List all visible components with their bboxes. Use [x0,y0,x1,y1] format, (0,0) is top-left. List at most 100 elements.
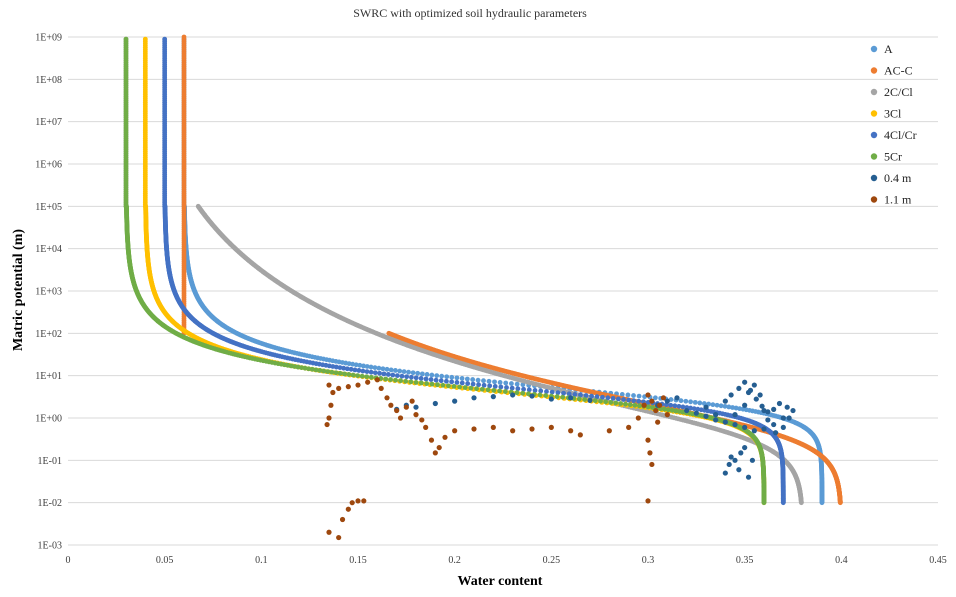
data-point [722,398,728,404]
y-tick-label: 1E+09 [35,33,62,44]
data-point [408,379,414,385]
data-point [384,395,390,401]
data-point [444,378,449,384]
x-tick-label: 0 [66,555,71,566]
data-point [572,391,578,397]
data-point [662,406,667,412]
data-point [674,395,680,401]
data-point [627,402,633,408]
data-point [346,372,352,377]
data-point [566,391,572,397]
data-point [652,395,658,401]
data-point [819,500,825,506]
data-point [600,394,605,400]
data-point [544,389,549,394]
data-point [773,430,779,436]
data-point [368,364,374,370]
data-point [424,381,430,386]
data-point [548,396,554,402]
data-point [459,380,465,386]
data-point [368,369,374,375]
data-point [780,500,786,506]
data-point [504,385,509,390]
data-point [619,391,625,397]
data-point [398,378,403,384]
chart-title: SWRC with optimized soil hydraulic param… [353,6,587,20]
data-point [372,370,378,376]
data-point [429,372,435,378]
data-point [532,388,538,393]
data-point [626,397,632,403]
data-point [728,454,734,460]
data-point [537,392,543,398]
data-point [771,406,777,412]
data-point [713,417,719,423]
data-point [515,386,521,392]
x-tick-labels: 0 0.05 0.1 0.15 0.2 0.25 0.3 0.35 0.4 0.45 [66,555,947,566]
data-point [454,375,460,381]
data-point [330,364,336,369]
data-point [381,371,387,377]
data-point [554,394,560,400]
y-tick-label: 1E+07 [35,117,62,128]
data-point [368,374,374,380]
y-tick-label: 1E+06 [35,160,62,171]
data-point [413,412,419,418]
data-point [598,398,603,404]
data-point [751,428,757,434]
series-layer [123,34,843,541]
data-point [428,377,434,382]
data-point [631,393,636,398]
legend-marker [870,153,878,160]
data-point [336,385,342,392]
data-point [635,415,641,421]
data-point [403,378,409,384]
data-point [655,419,661,425]
data-point [299,365,304,371]
data-point [776,400,783,407]
data-point [413,380,419,385]
data-point [568,395,574,401]
data-point [771,421,777,428]
data-point [454,380,460,385]
data-point [337,370,343,376]
data-point [435,382,440,388]
y-tick-label: 1E+01 [35,371,62,382]
data-point [397,415,404,421]
data-point [446,383,451,389]
data-point [345,506,351,512]
legend-label: 1.1 m [884,193,912,207]
legend-marker [870,45,878,53]
data-point [423,424,429,430]
data-point [786,415,792,421]
data-point [397,368,403,374]
data-point [583,393,589,398]
y-tick-label: 1E-02 [38,498,62,509]
data-point [481,378,486,384]
data-point [745,474,752,480]
data-point [647,450,653,456]
gridlines [68,36,938,546]
data-point [684,407,690,414]
data-point [660,395,667,401]
data-point [377,370,382,376]
data-point [615,396,621,402]
series-3cl [142,36,767,506]
data-point [302,365,308,371]
legend-label: A [884,42,893,56]
data-point [364,364,370,369]
data-point [669,407,675,413]
data-point [664,412,670,418]
data-point [333,370,339,376]
data-point [365,379,371,385]
x-tick-label: 0.1 [255,555,268,566]
data-point [538,388,544,394]
data-point [468,385,474,391]
data-point [730,405,735,410]
data-point [753,396,759,402]
data-point [380,366,386,372]
series-4cl-cr [162,36,786,506]
data-point [672,403,678,409]
data-point [751,382,757,388]
data-point [498,384,504,390]
